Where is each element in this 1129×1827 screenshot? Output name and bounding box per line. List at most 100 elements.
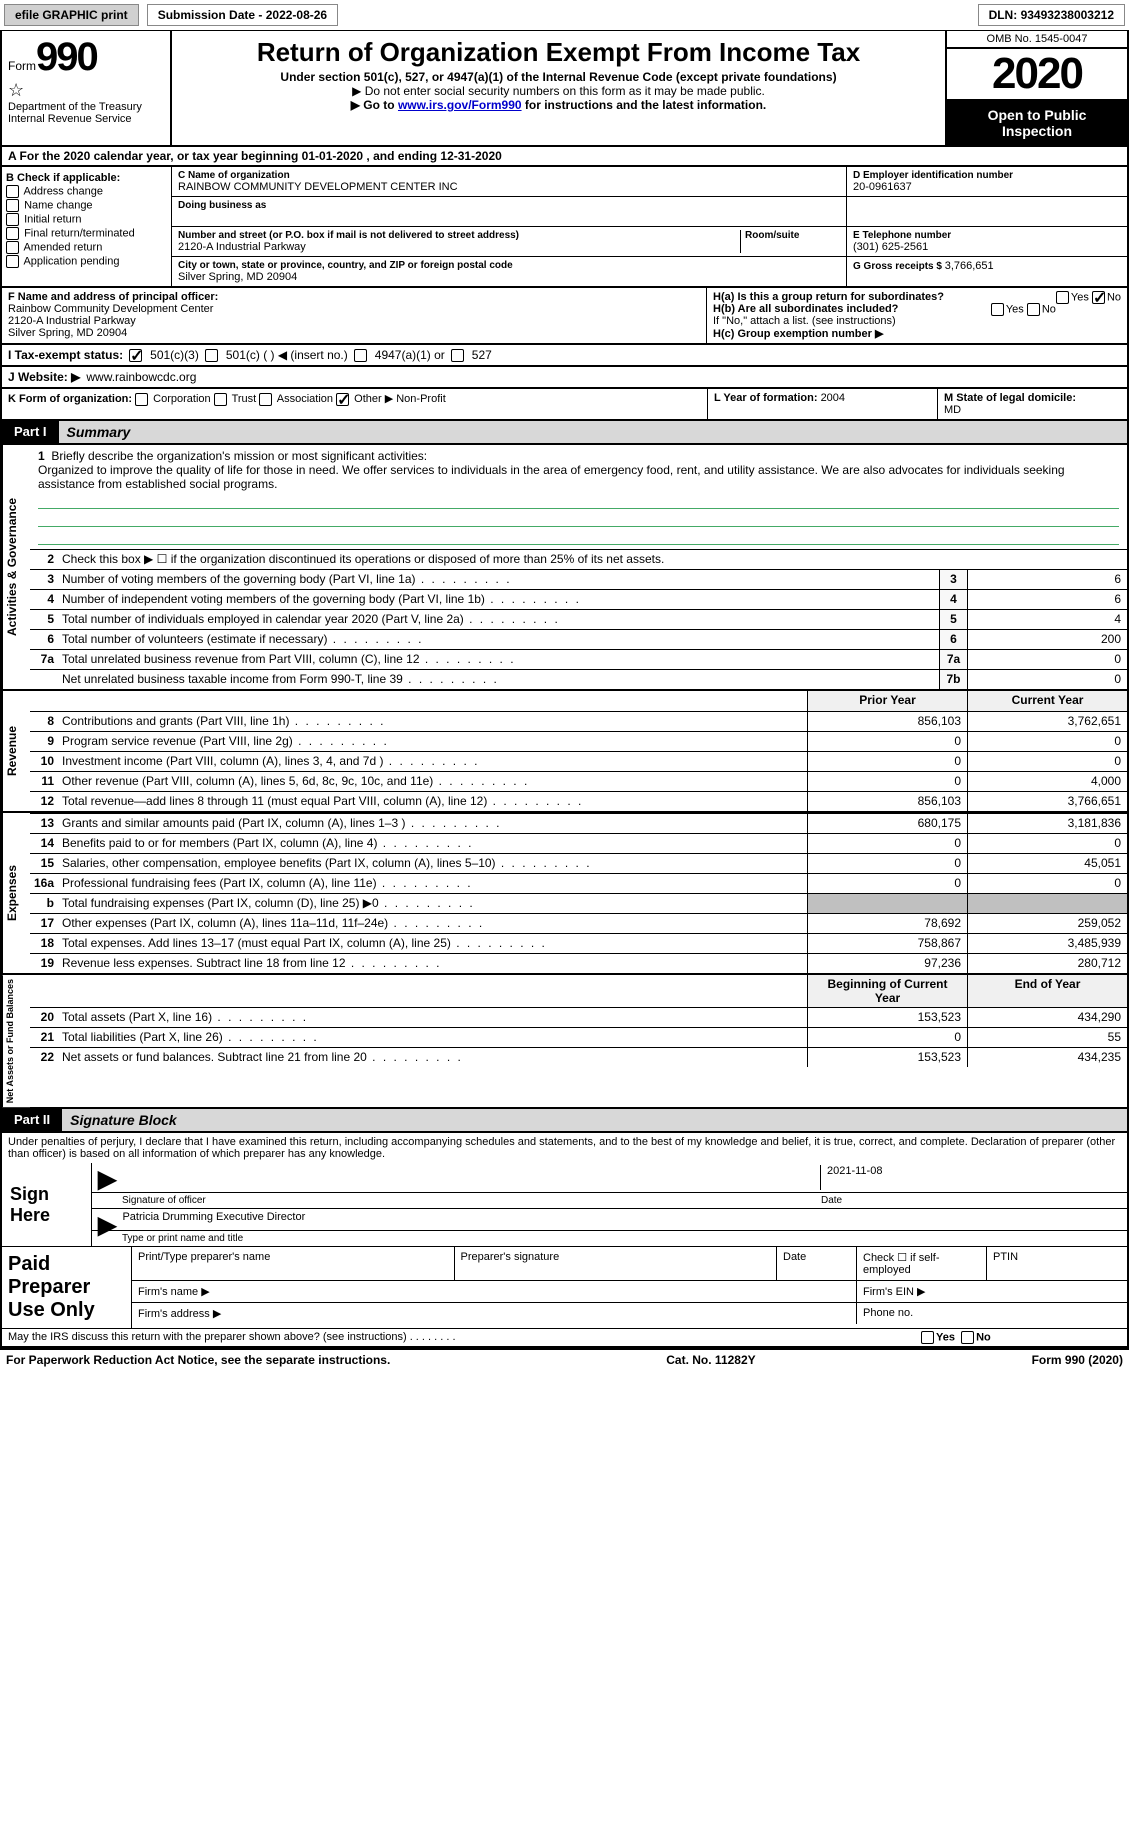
line-5: 5Total number of individuals employed in… — [30, 609, 1127, 629]
subtitle-1: Under section 501(c), 527, or 4947(a)(1)… — [182, 70, 935, 84]
part-2-header: Part II Signature Block — [0, 1109, 1129, 1133]
chk-501c[interactable] — [205, 349, 218, 362]
ein-label: D Employer identification number — [853, 170, 1121, 181]
date-label: Date — [821, 1195, 1121, 1206]
vtab-expenses: Expenses — [2, 813, 30, 973]
chk-address-change[interactable] — [6, 185, 19, 198]
line-14: 14Benefits paid to or for members (Part … — [30, 833, 1127, 853]
chk-assoc[interactable] — [259, 393, 272, 406]
chk-501c3[interactable] — [129, 349, 142, 362]
chk-amended-return[interactable] — [6, 241, 19, 254]
street-address: 2120-A Industrial Parkway — [178, 241, 740, 253]
org-name: RAINBOW COMMUNITY DEVELOPMENT CENTER INC — [178, 181, 840, 193]
chk-discuss-no[interactable] — [961, 1331, 974, 1344]
subtitle-3: ▶ Go to www.irs.gov/Form990 for instruct… — [182, 98, 935, 112]
chk-hb-yes[interactable] — [991, 303, 1004, 316]
section-l: L Year of formation: 2004 — [707, 389, 937, 419]
section-b: B Check if applicable: Address change Na… — [2, 167, 172, 286]
city-state-zip: Silver Spring, MD 20904 — [178, 271, 840, 283]
line-13: 13Grants and similar amounts paid (Part … — [30, 813, 1127, 833]
dept-treasury: Department of the Treasury — [8, 101, 164, 113]
line-12: 12Total revenue—add lines 8 through 11 (… — [30, 791, 1127, 811]
public-inspection: Open to Public Inspection — [947, 101, 1127, 145]
firm-addr-label: Firm's address ▶ — [132, 1303, 857, 1324]
line-2: Check this box ▶ ☐ if the organization d… — [58, 550, 1127, 569]
paid-h5: PTIN — [987, 1247, 1127, 1280]
line-b: bTotal fundraising expenses (Part IX, co… — [30, 893, 1127, 913]
line-17: 17Other expenses (Part IX, column (A), l… — [30, 913, 1127, 933]
mission-label: Briefly describe the organization's miss… — [51, 449, 427, 463]
hdr-current-year: Current Year — [967, 691, 1127, 711]
ein: 20-0961637 — [853, 181, 1121, 193]
section-j: J Website: ▶ www.rainbowcdc.org — [0, 367, 1129, 389]
paid-h1: Print/Type preparer's name — [132, 1247, 455, 1280]
dln: DLN: 93493238003212 — [978, 4, 1125, 26]
chk-ha-no[interactable] — [1092, 291, 1105, 304]
line-15: 15Salaries, other compensation, employee… — [30, 853, 1127, 873]
line-21: 21Total liabilities (Part X, line 26)055 — [30, 1027, 1127, 1047]
dba-label: Doing business as — [178, 200, 840, 211]
chk-application-pending[interactable] — [6, 255, 19, 268]
section-m: M State of legal domicile:MD — [937, 389, 1127, 419]
discuss-label: May the IRS discuss this return with the… — [8, 1331, 921, 1344]
chk-trust[interactable] — [214, 393, 227, 406]
org-name-label: C Name of organization — [178, 170, 840, 181]
chk-hb-no[interactable] — [1027, 303, 1040, 316]
line-20: 20Total assets (Part X, line 16)153,5234… — [30, 1007, 1127, 1027]
tel-label: E Telephone number — [853, 230, 1121, 241]
firm-ein-label: Firm's EIN ▶ — [857, 1281, 1127, 1302]
form-title: Return of Organization Exempt From Incom… — [182, 37, 935, 68]
officer-name: Patricia Drumming Executive Director — [122, 1211, 305, 1228]
chk-final-return[interactable] — [6, 227, 19, 240]
line-11: 11Other revenue (Part VIII, column (A), … — [30, 771, 1127, 791]
line-19: 19Revenue less expenses. Subtract line 1… — [30, 953, 1127, 973]
telephone: (301) 625-2561 — [853, 241, 1121, 253]
paid-h3: Date — [777, 1247, 857, 1280]
tax-year: 2020 — [947, 49, 1127, 101]
website: www.rainbowcdc.org — [86, 370, 196, 384]
section-i: I Tax-exempt status: 501(c)(3) 501(c) ( … — [0, 345, 1129, 367]
sign-here-label: Sign Here — [2, 1163, 92, 1246]
sign-date: 2021-11-08 — [821, 1165, 1121, 1190]
subtitle-2: ▶ Do not enter social security numbers o… — [182, 84, 935, 98]
hdr-end: End of Year — [967, 975, 1127, 1007]
line-16a: 16aProfessional fundraising fees (Part I… — [30, 873, 1127, 893]
arrow-icon: ▶ — [98, 1211, 122, 1228]
chk-ha-yes[interactable] — [1056, 291, 1069, 304]
chk-discuss-yes[interactable] — [921, 1331, 934, 1344]
paid-h4: Check ☐ if self-employed — [857, 1247, 987, 1280]
paid-h2: Preparer's signature — [455, 1247, 778, 1280]
line-8: 8Contributions and grants (Part VIII, li… — [30, 711, 1127, 731]
vtab-revenue: Revenue — [2, 691, 30, 811]
instructions-link[interactable]: www.irs.gov/Form990 — [398, 98, 522, 112]
line-4: 4Number of independent voting members of… — [30, 589, 1127, 609]
line-10: 10Investment income (Part VIII, column (… — [30, 751, 1127, 771]
room-label: Room/suite — [745, 230, 840, 241]
chk-name-change[interactable] — [6, 199, 19, 212]
efile-print-button[interactable]: efile GRAPHIC print — [4, 4, 139, 26]
submission-date: Submission Date - 2022-08-26 — [147, 4, 338, 26]
hdr-prior-year: Prior Year — [807, 691, 967, 711]
chk-corp[interactable] — [135, 393, 148, 406]
form-header: Form990 ☆ Department of the Treasury Int… — [0, 31, 1129, 147]
footer: For Paperwork Reduction Act Notice, see … — [0, 1349, 1129, 1370]
gross-receipts: 3,766,651 — [945, 260, 994, 272]
hdr-beginning: Beginning of Current Year — [807, 975, 967, 1007]
firm-name-label: Firm's name ▶ — [132, 1281, 857, 1302]
section-f: F Name and address of principal officer:… — [2, 288, 707, 343]
phone-label: Phone no. — [857, 1303, 1127, 1324]
chk-527[interactable] — [451, 349, 464, 362]
line-7a: 7aTotal unrelated business revenue from … — [30, 649, 1127, 669]
line-9: 9Program service revenue (Part VIII, lin… — [30, 731, 1127, 751]
chk-4947[interactable] — [354, 349, 367, 362]
city-label: City or town, state or province, country… — [178, 260, 840, 271]
chk-initial-return[interactable] — [6, 213, 19, 226]
vtab-governance: Activities & Governance — [2, 445, 30, 689]
mission-text: Organized to improve the quality of life… — [38, 463, 1119, 491]
gross-label: G Gross receipts $ — [853, 261, 945, 272]
addr-label: Number and street (or P.O. box if mail i… — [178, 230, 740, 241]
name-title-label: Type or print name and title — [122, 1233, 243, 1244]
line-3: 3Number of voting members of the governi… — [30, 569, 1127, 589]
sig-officer-label: Signature of officer — [122, 1195, 821, 1206]
chk-other[interactable] — [336, 393, 349, 406]
